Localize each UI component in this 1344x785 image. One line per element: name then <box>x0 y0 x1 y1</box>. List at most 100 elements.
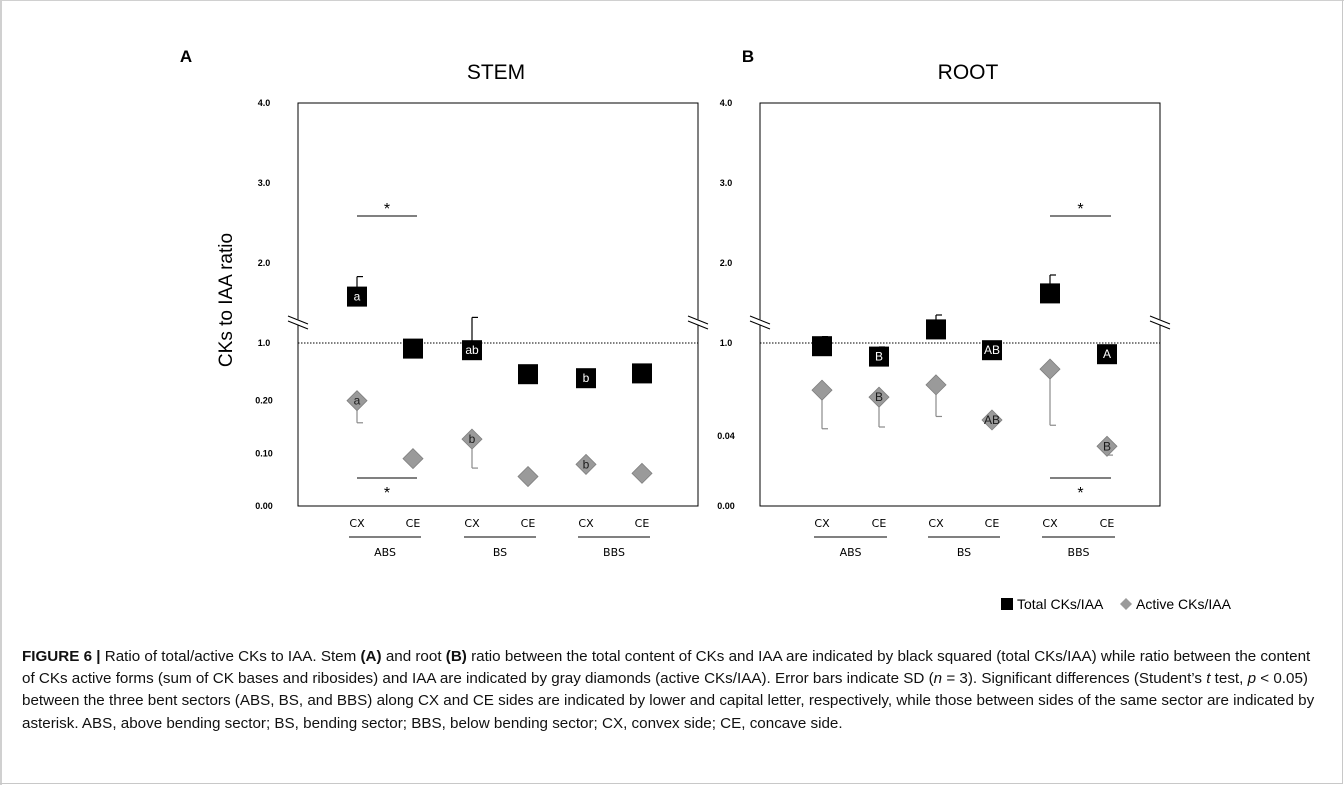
y-tick-label: 4.0 <box>720 98 733 108</box>
data-point-total <box>926 319 946 340</box>
x-tick-label: CX <box>349 517 365 530</box>
axis-break-mark <box>1149 315 1171 325</box>
y-tick-label: 0.00 <box>717 501 735 511</box>
caption-text-3: ratio between the total content of CKs a… <box>22 648 1311 688</box>
significance-letter: B <box>1103 439 1111 453</box>
x-tick-label: CE <box>406 517 421 530</box>
data-point-active <box>461 428 483 450</box>
caption-n: n <box>933 670 943 688</box>
x-tick-label: CX <box>464 517 480 530</box>
panel-label: A <box>180 47 192 66</box>
legend-swatch-total <box>1001 598 1013 610</box>
data-point-total <box>812 336 832 357</box>
significance-letter: B <box>875 350 883 364</box>
data-point-total <box>462 340 482 361</box>
significance-asterisk: * <box>1077 485 1083 502</box>
figure-caption: FIGURE 6 | Ratio of total/active CKs to … <box>22 646 1322 735</box>
y-tick-label: 1.0 <box>720 338 733 348</box>
left-rule <box>0 0 2 785</box>
caption-text-6: < 0.05) between the three bent sectors (… <box>22 670 1315 732</box>
significance-asterisk: * <box>384 201 390 218</box>
caption-text-1: Ratio of total/active CKs to IAA. Stem <box>104 648 361 665</box>
y-tick-label: 0.04 <box>717 431 735 441</box>
significance-letter: ab <box>465 343 479 357</box>
significance-letter: a <box>354 394 361 408</box>
y-tick-label: 0.10 <box>255 448 273 458</box>
caption-p: p <box>1247 670 1257 688</box>
group-label: ABS <box>840 546 862 559</box>
axis-break-mark <box>287 315 309 325</box>
x-tick-label: CE <box>872 517 887 530</box>
x-tick-label: CX <box>578 517 594 530</box>
significance-letter: AB <box>984 413 1000 427</box>
data-point-total <box>1097 344 1117 365</box>
data-point-total <box>869 346 889 367</box>
caption-text-4: = 3). Significant differences (Student’s <box>942 670 1207 688</box>
caption-panel-b: (B) <box>445 648 467 665</box>
axis-break-gap <box>749 315 771 329</box>
data-point-active <box>981 409 1003 431</box>
caption-t: t <box>1206 670 1211 688</box>
data-point-total <box>982 340 1002 361</box>
top-rule <box>0 0 1344 1</box>
axis-break-mark <box>749 320 771 330</box>
data-point-total <box>632 363 652 384</box>
significance-letter: b <box>583 457 590 471</box>
data-point-active <box>1096 435 1118 457</box>
y-tick-label: 3.0 <box>720 178 733 188</box>
axis-break-mark <box>687 320 709 330</box>
data-point-total <box>518 364 538 385</box>
y-tick-label: 2.0 <box>720 258 733 268</box>
caption-panel-a: (A) <box>360 648 382 665</box>
caption-text-5: test, <box>1210 670 1248 688</box>
data-point-active <box>517 465 539 488</box>
significance-letter: a <box>354 290 361 304</box>
y-tick-label: 2.0 <box>258 258 271 268</box>
y-tick-label: 3.0 <box>258 178 271 188</box>
group-label: ABS <box>374 546 396 559</box>
significance-letter: B <box>875 390 883 404</box>
x-tick-label: CE <box>635 517 650 530</box>
data-point-active <box>868 386 890 408</box>
axis-break-mark <box>687 315 709 325</box>
data-point-active <box>925 374 947 396</box>
data-point-total <box>1040 283 1060 304</box>
y-tick-label: 4.0 <box>258 98 271 108</box>
x-tick-label: CE <box>521 517 536 530</box>
x-tick-label: CX <box>928 517 944 530</box>
y-tick-label: 0.00 <box>255 501 273 511</box>
axis-break-mark <box>1149 320 1171 330</box>
plot-frame <box>297 102 699 507</box>
y-tick-label: 0.20 <box>255 396 273 406</box>
significance-letter: b <box>469 432 476 446</box>
panel-label: B <box>742 47 754 66</box>
x-tick-label: CX <box>1042 517 1058 530</box>
data-point-active <box>575 453 597 475</box>
data-point-active <box>346 390 368 412</box>
y-axis-label: CKs to IAA ratio <box>216 233 237 367</box>
significance-letter: AB <box>984 343 1000 357</box>
data-point-active <box>811 379 833 401</box>
x-tick-label: CX <box>814 517 830 530</box>
data-point-active <box>402 448 424 470</box>
data-point-total <box>347 286 367 307</box>
significance-asterisk: * <box>1077 201 1083 218</box>
group-label: BBS <box>603 546 625 559</box>
data-point-active <box>631 462 653 484</box>
group-label: BS <box>493 546 507 559</box>
axis-break-gap <box>687 315 709 329</box>
axis-break-mark <box>749 315 771 325</box>
plot-frame <box>759 102 1161 507</box>
caption-text-2: and root <box>381 648 446 665</box>
significance-letter: A <box>1103 347 1111 361</box>
legend-label: Active CKs/IAA <box>1136 596 1232 612</box>
data-point-total <box>403 338 423 359</box>
x-tick-label: CE <box>985 517 1000 530</box>
figure-chart: A STEM CKs to IAA ratio 1.0 2.0 3.0 4.0 0.00 0.1… <box>180 47 1232 612</box>
data-point-active <box>1039 358 1061 380</box>
significance-letter: b <box>583 371 590 385</box>
axis-break-mark <box>287 320 309 330</box>
legend-label: Total CKs/IAA <box>1017 596 1104 612</box>
caption-title: FIGURE 6 | <box>22 648 105 665</box>
